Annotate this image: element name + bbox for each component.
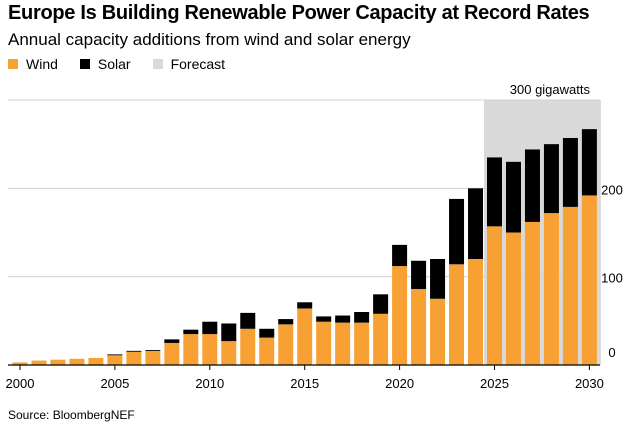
bar-solar-2022 xyxy=(430,259,446,299)
bar-wind-2017 xyxy=(335,322,351,365)
y-top-label: 300 gigawatts xyxy=(510,82,591,97)
bar-solar-2013 xyxy=(259,328,275,338)
y-tick-label-100: 100 xyxy=(601,271,623,286)
bar-solar-2005 xyxy=(107,354,123,356)
chart-source: Source: BloombergNEF xyxy=(8,408,135,422)
legend-item-wind: Wind xyxy=(8,56,58,72)
legend-swatch-solar xyxy=(79,59,90,69)
legend-label-solar: Solar xyxy=(97,56,131,72)
x-tick-label-2010: 2010 xyxy=(195,376,224,391)
x-tick-label-2030: 2030 xyxy=(575,376,604,391)
bar-wind-2009 xyxy=(183,334,199,365)
bar-wind-2025 xyxy=(487,226,502,365)
bar-solar-2011 xyxy=(221,323,237,342)
y-tick-label-200: 200 xyxy=(601,182,623,197)
bar-wind-2014 xyxy=(278,324,294,365)
legend-label-forecast: Forecast xyxy=(170,56,226,72)
bar-solar-2021 xyxy=(411,260,427,290)
bar-solar-2008 xyxy=(164,339,180,343)
bar-wind-2024 xyxy=(468,259,484,365)
bar-solar-2025 xyxy=(487,157,502,227)
bar-wind-2028 xyxy=(543,213,559,365)
bar-wind-2022 xyxy=(430,298,446,365)
chart-title: Europe Is Building Renewable Power Capac… xyxy=(8,2,590,24)
forecast-region xyxy=(484,100,601,365)
bar-solar-2014 xyxy=(278,319,294,325)
legend: Wind Solar Forecast xyxy=(8,56,247,72)
bar-wind-2006 xyxy=(126,351,142,365)
bar-solar-2023 xyxy=(449,198,465,265)
bar-wind-2012 xyxy=(240,328,256,365)
bar-solar-2019 xyxy=(373,294,389,314)
bar-solar-2030 xyxy=(581,129,597,196)
legend-item-forecast: Forecast xyxy=(152,56,226,72)
bar-wind-2020 xyxy=(392,266,408,365)
bar-wind-2003 xyxy=(69,358,85,365)
bar-solar-2016 xyxy=(316,316,332,322)
bar-wind-2027 xyxy=(524,221,540,365)
chart-subtitle: Annual capacity additions from wind and … xyxy=(8,30,411,49)
bar-wind-2013 xyxy=(259,337,275,365)
bar-wind-2004 xyxy=(88,357,104,365)
bar-solar-2026 xyxy=(505,161,521,233)
bar-solar-2028 xyxy=(543,144,559,214)
bar-solar-2020 xyxy=(392,244,408,267)
bar-wind-2001 xyxy=(31,360,47,365)
x-tick-label-2020: 2020 xyxy=(385,376,414,391)
x-tick-label-2015: 2015 xyxy=(290,376,319,391)
x-tick-label-2025: 2025 xyxy=(480,376,509,391)
bar-wind-2005 xyxy=(107,355,123,365)
bar-wind-2011 xyxy=(221,341,237,365)
bar-wind-2026 xyxy=(505,232,521,365)
bar-wind-2008 xyxy=(164,342,180,365)
x-tick-label-2005: 2005 xyxy=(100,376,129,391)
y-tick-label-0: 0 xyxy=(608,345,615,360)
bar-solar-2015 xyxy=(297,302,313,309)
bar-wind-2019 xyxy=(373,313,389,365)
bar-wind-2010 xyxy=(202,334,218,365)
bar-wind-2018 xyxy=(354,322,370,365)
bar-solar-2009 xyxy=(183,329,199,335)
bar-solar-2024 xyxy=(468,188,484,259)
bar-wind-2007 xyxy=(145,350,161,365)
bar-solar-2012 xyxy=(240,312,256,329)
bar-solar-2017 xyxy=(335,315,351,323)
bar-solar-2027 xyxy=(524,149,540,222)
bar-wind-2002 xyxy=(50,359,66,365)
legend-swatch-wind xyxy=(8,59,18,69)
bar-solar-2006 xyxy=(126,350,142,352)
legend-item-solar: Solar xyxy=(79,56,131,72)
bar-solar-2029 xyxy=(562,137,578,207)
bar-wind-2015 xyxy=(297,308,313,365)
bar-wind-2023 xyxy=(449,264,465,365)
bar-wind-2029 xyxy=(562,206,578,365)
bar-solar-2007 xyxy=(145,349,161,351)
legend-label-wind: Wind xyxy=(26,56,58,72)
bar-solar-2010 xyxy=(202,321,218,335)
legend-swatch-forecast xyxy=(152,59,163,69)
bar-wind-2021 xyxy=(411,289,427,365)
bar-wind-2000 xyxy=(12,362,28,365)
x-tick-label-2000: 2000 xyxy=(6,376,35,391)
bar-wind-2030 xyxy=(581,195,597,365)
bar-wind-2016 xyxy=(316,321,332,365)
bar-solar-2018 xyxy=(354,312,370,323)
